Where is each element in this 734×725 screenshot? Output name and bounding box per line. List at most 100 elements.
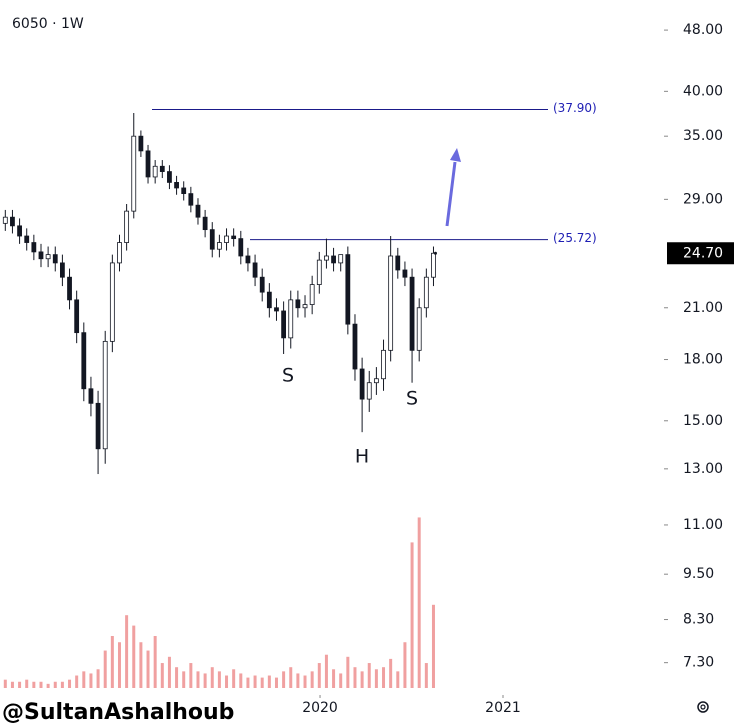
candle-body [195, 204, 201, 218]
volume-bar [96, 669, 100, 688]
candle-body [345, 254, 351, 325]
candle-body [309, 284, 315, 305]
volume-bar [396, 671, 400, 688]
candle-body [117, 242, 122, 264]
volume-bar [196, 671, 200, 688]
candle-body [209, 229, 215, 250]
candle-body [423, 276, 429, 309]
watermark: @SultanAshalhoub [2, 700, 234, 725]
candle-body [159, 165, 165, 172]
volume-bar [324, 654, 328, 688]
y-tick-label: 40.00 [683, 83, 723, 99]
candle-body [17, 225, 22, 237]
gear [697, 701, 709, 713]
arrow [445, 161, 457, 227]
last-price-label: 24.70 [683, 245, 723, 261]
y-tick-label: 8.30 [683, 612, 714, 628]
y-tick-label: 15.00 [683, 413, 723, 429]
volume-bar [46, 683, 50, 688]
volume-bar [303, 675, 307, 688]
volume-bar [339, 673, 343, 688]
last-price-box [667, 242, 734, 265]
candle-body [181, 187, 187, 195]
watermark-bg [0, 699, 245, 725]
volume-bar [110, 636, 114, 688]
volume-bar [317, 663, 321, 688]
volume-bar [182, 671, 186, 688]
candle-body [95, 402, 101, 450]
candle-body [188, 193, 194, 206]
volume-bar [353, 667, 357, 688]
candle-body [373, 378, 379, 384]
gear-center [700, 704, 706, 710]
candle-body [59, 262, 65, 278]
candle-body [167, 171, 172, 183]
volume-bar [39, 681, 43, 688]
volume-bar [346, 656, 350, 688]
candle-body [88, 388, 94, 404]
candle-body [216, 242, 222, 250]
volume-bar [18, 681, 22, 688]
volume-bar [210, 667, 214, 688]
candle-body [2, 216, 8, 224]
volume-bar [424, 663, 428, 688]
candle-body [316, 259, 322, 285]
volume-bar [267, 675, 271, 688]
candle-body [274, 307, 279, 312]
candle-body [245, 255, 251, 264]
y-tick-label: 48.00 [683, 22, 723, 38]
candle-body [409, 276, 415, 351]
volume-bar [389, 658, 393, 688]
candle-body [366, 382, 372, 400]
volume-bar [253, 675, 257, 688]
volume-bar [246, 677, 250, 688]
candle-body [74, 299, 80, 334]
last-price-dot [433, 251, 437, 255]
volume-bar [431, 604, 435, 688]
x-tick-label: 2021 [485, 700, 521, 716]
volume-bar [53, 681, 57, 688]
volume-bar [274, 677, 278, 688]
volume-bar [382, 667, 386, 688]
volume-bar [374, 669, 378, 688]
candle-body [10, 216, 15, 227]
candle-body [395, 255, 401, 271]
volume-bar [167, 656, 171, 688]
volume-bar [89, 673, 93, 688]
candle-body [295, 299, 301, 309]
volume-bar [68, 679, 72, 688]
y-tick-label: 35.00 [683, 128, 723, 144]
y-tick-label: 18.00 [683, 352, 723, 368]
candle-body [431, 252, 436, 278]
y-tick-label: 29.00 [683, 191, 723, 207]
candle-body [331, 255, 336, 264]
candle-body [52, 254, 58, 264]
volume-bar [25, 679, 29, 688]
y-tick-label: 11.00 [683, 517, 723, 533]
volume-bar [139, 642, 143, 688]
volume-bar [410, 542, 414, 688]
volume-bar [82, 671, 86, 688]
volume-bar [117, 642, 121, 688]
volume-bar [282, 671, 286, 688]
candle-body [24, 235, 30, 243]
candle-body [174, 182, 179, 189]
candle-body [31, 242, 37, 253]
candle-body [231, 235, 237, 240]
candle-body [224, 235, 229, 243]
candle-body [202, 216, 208, 231]
candle-body [281, 310, 287, 339]
volume-bar [125, 615, 129, 688]
settings-icon[interactable] [697, 701, 709, 713]
candle-body [416, 307, 422, 351]
level-label: (37.90) [553, 101, 597, 115]
candle-body [238, 238, 244, 257]
candle-body [381, 349, 386, 380]
volume-bar [403, 642, 407, 688]
volume-bar [203, 673, 207, 688]
volume-bar [132, 625, 136, 688]
volume-bar [32, 681, 36, 688]
candle-body [259, 276, 265, 293]
